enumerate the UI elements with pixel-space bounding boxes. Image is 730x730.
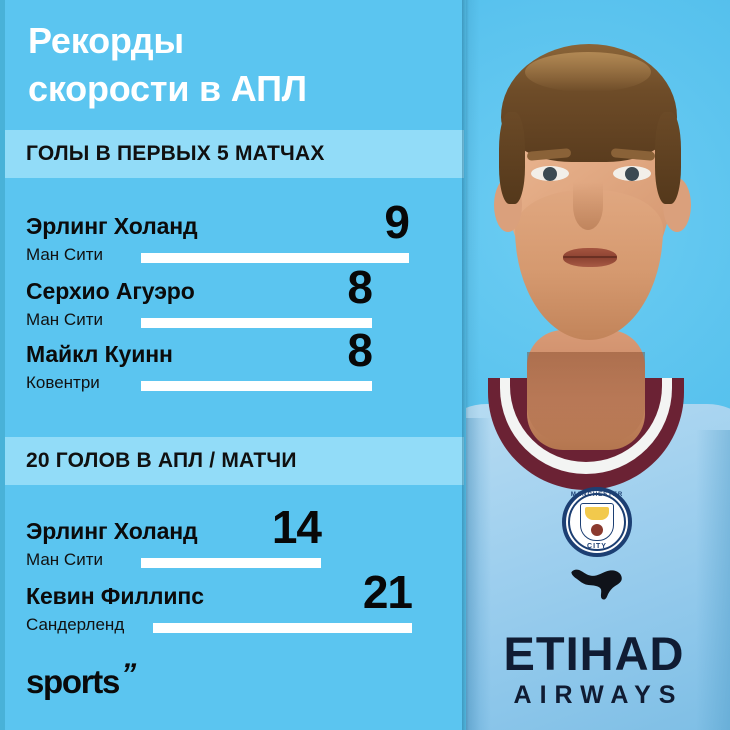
content-panel: [0, 0, 466, 730]
player-team: Ман Сити: [26, 310, 103, 329]
nose: [573, 182, 603, 230]
page-title: Рекорды скорости в АПЛ: [28, 17, 448, 113]
section-title-1: ГОЛЫ В ПЕРВЫХ 5 МАТЧАХ: [26, 142, 325, 165]
crest-ship-icon: [585, 507, 609, 520]
crest-rose-icon: [591, 524, 603, 536]
eye-right: [613, 166, 651, 181]
player-value: 8: [347, 324, 373, 376]
player-team: Сандерленд: [26, 615, 125, 634]
neck: [527, 330, 645, 450]
mouth-line: [563, 256, 617, 258]
jersey-fold-right: [696, 430, 730, 730]
player-value: 21: [362, 566, 413, 618]
player-photo: MANCHESTER CITY ETIHAD AIRWAYS: [455, 0, 730, 730]
hair-highlight: [525, 52, 651, 92]
hair-side-left: [499, 112, 525, 204]
sponsor-secondary-text: AIRWAYS: [513, 681, 684, 709]
page-title-line-1: Рекорды: [28, 20, 184, 61]
value-bar: [141, 253, 409, 263]
brand-logo-text: sports: [26, 663, 120, 700]
player-team: Ман Сити: [26, 550, 103, 569]
player-name: Серхио Агуэро: [26, 278, 195, 304]
page-title-line-2: скорости в АПЛ: [28, 67, 307, 109]
left-edge-strip: [0, 0, 5, 730]
neck-shadow: [527, 352, 645, 442]
sponsor-primary-text: ETIHAD: [503, 627, 685, 680]
crest-bottom-label: CITY: [587, 543, 607, 550]
section-title-2: 20 ГОЛОВ В АПЛ / МАТЧИ: [26, 449, 297, 472]
puma-logo-icon: [571, 569, 622, 600]
jersey-fold-left: [461, 418, 491, 730]
value-bar: [141, 318, 372, 328]
section-header-2: 20 ГОЛОВ В АПЛ / МАТЧИ: [0, 437, 464, 485]
iris-left: [543, 167, 557, 181]
panel-shadow: [462, 0, 469, 730]
hair-side-right: [655, 112, 681, 204]
iris-right: [625, 167, 639, 181]
player-name: Майкл Куинн: [26, 341, 173, 367]
value-bar: [153, 623, 412, 633]
crest-top-label: MANCHESTER: [570, 492, 624, 498]
player-name: Эрлинг Холанд: [26, 213, 198, 239]
section-header-1: ГОЛЫ В ПЕРВЫХ 5 МАТЧАХ: [0, 130, 464, 178]
club-crest-shield: [580, 503, 614, 541]
player-value: 9: [384, 196, 410, 248]
value-bar: [141, 381, 372, 391]
player-team: Ковентри: [26, 373, 100, 392]
brand-logo[interactable]: sports”: [26, 658, 138, 701]
player-name: Кевин Филлипс: [26, 583, 204, 609]
player-value: 8: [347, 261, 373, 313]
player-name: Эрлинг Холанд: [26, 518, 198, 544]
player-team: Ман Сити: [26, 245, 103, 264]
player-value: 14: [271, 501, 322, 553]
eye-left: [531, 166, 569, 181]
value-bar: [141, 558, 321, 568]
